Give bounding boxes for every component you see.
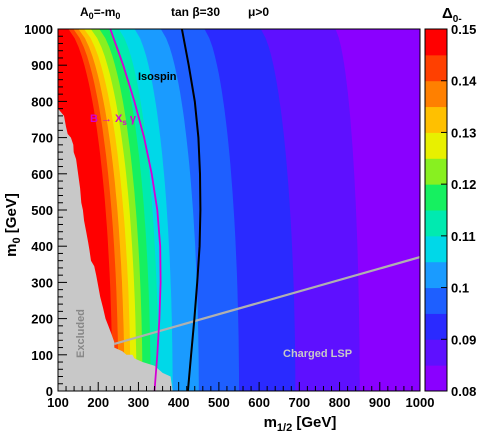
color-scale [425, 29, 447, 392]
color-scale-frame [424, 28, 448, 392]
y-tick-label: 400 [31, 239, 53, 254]
isospin-label: Isospin [138, 71, 177, 83]
color-scale-cell [425, 261, 447, 289]
y-tick-label: 300 [31, 275, 53, 290]
z-tick-label: 0.14 [451, 74, 477, 89]
y-tick-label: 500 [31, 203, 53, 218]
y-tick-label: 200 [31, 312, 53, 327]
color-scale-cell [425, 80, 447, 108]
z-tick-label: 0.1 [451, 281, 469, 296]
y-axis-label: m0 [GeV] [3, 193, 23, 257]
y-tick-label: 0 [46, 384, 53, 399]
x-tick-label: 800 [329, 395, 351, 410]
color-scale-cell [425, 339, 447, 366]
x-tick-label: 1000 [406, 395, 435, 410]
z-tick-label: 0.15 [451, 22, 476, 37]
x-tick-label: 600 [248, 395, 270, 410]
x-tick-label: 900 [369, 395, 391, 410]
z-tick-label: 0.08 [451, 384, 476, 399]
color-scale-cell [425, 184, 447, 211]
excluded-region [58, 108, 173, 391]
x-tick-label: 400 [168, 395, 190, 410]
color-scale-cell [425, 106, 447, 133]
b-to-xs-gamma-contour [109, 29, 162, 391]
x-tick-label: 100 [47, 395, 69, 410]
z-tick-label: 0.09 [451, 332, 476, 347]
excluded-label: Excluded [75, 309, 87, 358]
color-scale-cell [425, 313, 447, 340]
color-scale-cell [425, 287, 447, 314]
y-tick-label: 100 [31, 348, 53, 363]
charged-lsp-label: Charged LSP [283, 348, 352, 360]
header-mu: μ>0 [248, 5, 269, 19]
x-tick-label: 200 [87, 395, 109, 410]
x-axis-label: m1/2 [GeV] [264, 414, 337, 434]
y-tick-label: 1000 [24, 22, 53, 37]
color-scale-cell [425, 365, 447, 392]
x-axis: 100 200 300 400 500 600 700 800 900 1000 [47, 382, 434, 410]
x-tick-label: 500 [208, 395, 230, 410]
charged-lsp-boundary-line [113, 256, 420, 345]
z-tick-label: 0.11 [451, 229, 476, 244]
z-tick-label: 0.12 [451, 177, 476, 192]
z-tick-label: 0.13 [451, 125, 476, 140]
color-scale-label: Δ0- [442, 5, 462, 25]
header-tanbeta: tan β=30 [171, 5, 220, 19]
x-tick-label: 300 [128, 395, 150, 410]
header-a0: A0=-m0 [80, 5, 120, 21]
plot-content [58, 29, 420, 391]
y-tick-label: 600 [31, 167, 53, 182]
bsg-label: B → Xs γ [90, 113, 137, 127]
y-tick-label: 900 [31, 58, 53, 73]
isospin-contour [180, 29, 202, 391]
color-scale-cell [425, 54, 447, 82]
y-axis: 0 100 200 300 400 500 600 700 800 900 1000 [24, 22, 67, 399]
color-scale-cell [425, 235, 447, 263]
y-tick-label: 800 [31, 94, 53, 109]
color-scale-ticks: 0.08 0.09 0.1 0.11 0.12 0.13 0.14 0.15 [441, 22, 477, 399]
color-scale-cell [425, 158, 447, 185]
color-scale-cell [425, 210, 447, 237]
color-scale-cell [425, 132, 447, 159]
x-tick-label: 700 [288, 395, 310, 410]
y-tick-label: 700 [31, 131, 53, 146]
color-scale-cell [425, 29, 447, 56]
